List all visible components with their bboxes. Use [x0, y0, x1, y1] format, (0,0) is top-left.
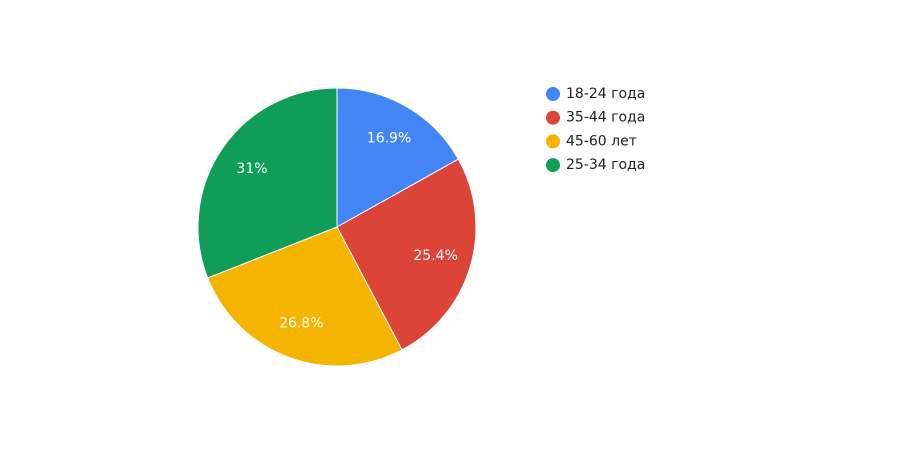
- legend-label: 45-60 лет: [566, 133, 637, 149]
- legend-marker: [546, 110, 560, 125]
- legend-label: 18-24 года: [566, 86, 645, 102]
- legend-marker: [546, 158, 560, 173]
- pie-slice: [336, 158, 477, 351]
- slice-label: 16.9%: [367, 130, 411, 146]
- legend-label: 35-44 года: [566, 110, 645, 126]
- legend-marker: [546, 134, 560, 149]
- slice-label: 26.8%: [279, 315, 323, 331]
- legend-label: 25-34 года: [566, 157, 645, 173]
- pie-slice: [336, 87, 459, 228]
- pie-slice: [207, 226, 403, 367]
- slice-label: 31%: [236, 161, 267, 177]
- slice-label: 25.4%: [413, 248, 457, 264]
- legend-marker: [546, 87, 560, 101]
- pie-slice: [197, 87, 338, 279]
